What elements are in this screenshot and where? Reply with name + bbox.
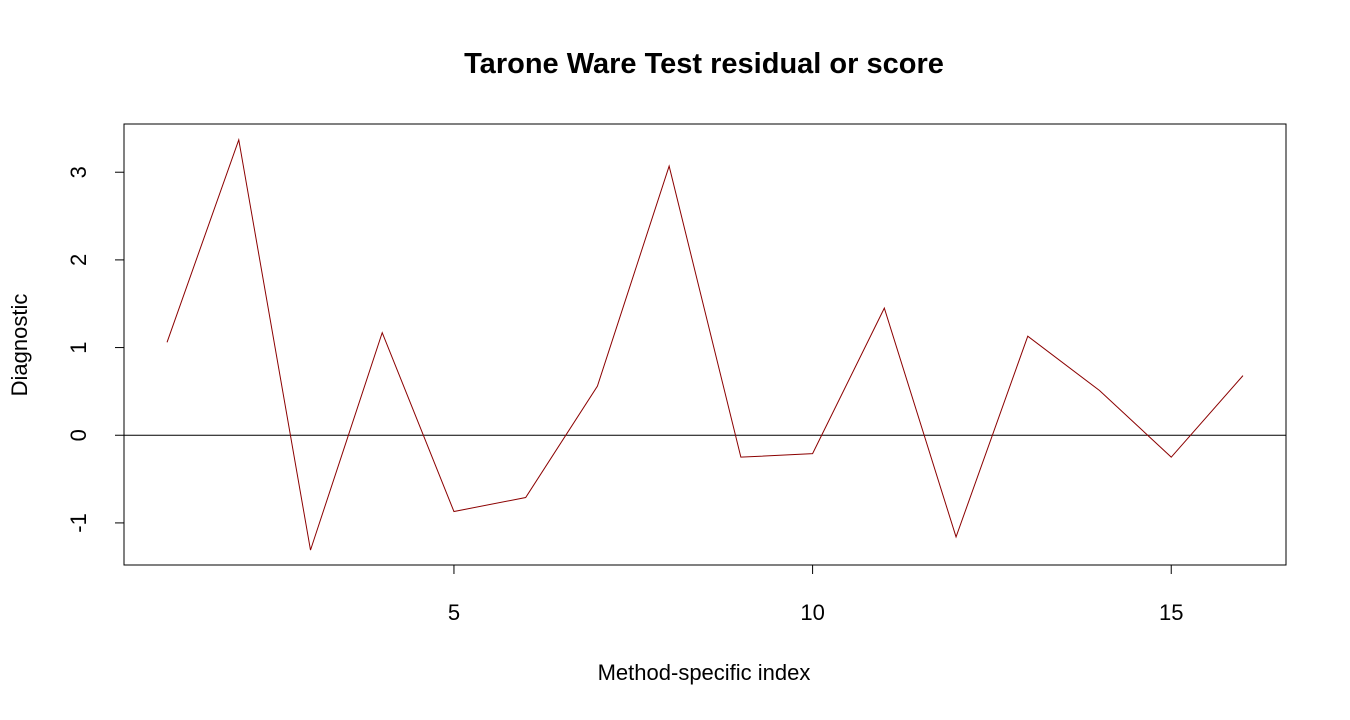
- data-series-line: [166, 137, 1244, 551]
- y-tick-label: 2: [66, 254, 91, 266]
- x-tick-label: 10: [800, 600, 824, 625]
- y-axis-label: Diagnostic: [7, 294, 32, 397]
- y-axis: -1 0 1 2 3: [66, 166, 125, 533]
- x-axis-label: Method-specific index: [598, 660, 811, 685]
- chart-title: Tarone Ware Test residual or score: [464, 48, 944, 80]
- y-tick-label: 3: [66, 166, 91, 178]
- y-tick-label: 1: [66, 341, 91, 353]
- y-tick-label: 0: [66, 429, 91, 441]
- y-tick-label: -1: [66, 513, 91, 533]
- x-tick-label: 5: [448, 600, 460, 625]
- x-tick-label: 15: [1159, 600, 1183, 625]
- plot-area-frame: [123, 123, 1287, 566]
- x-axis: 5 10 15: [448, 564, 1183, 625]
